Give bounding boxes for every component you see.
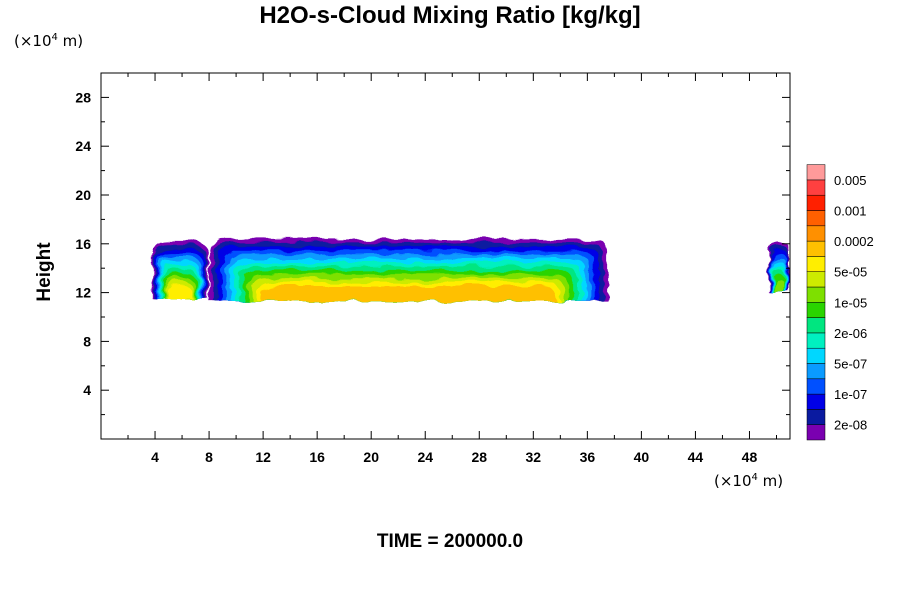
colorbar-label: 5e-05 — [834, 265, 867, 280]
colorbar-label: 0.005 — [834, 173, 867, 188]
x-tick-label: 40 — [634, 449, 650, 465]
x-tick-label: 4 — [151, 449, 159, 465]
colorbar-swatch — [806, 424, 826, 441]
x-tick-label: 36 — [580, 449, 596, 465]
y-axis: 4 8 12 16 20 24 28 — [75, 89, 790, 416]
y-tick-label: 16 — [75, 236, 91, 252]
colorbar-swatch — [806, 409, 826, 425]
colorbar-swatch — [806, 347, 826, 364]
x-tick-label: 12 — [255, 449, 271, 465]
x-tick-label: 28 — [471, 449, 487, 465]
colorbar-swatch — [806, 271, 826, 288]
colorbar-swatch — [806, 317, 826, 334]
x-unit-prefix: (×10 — [714, 472, 752, 490]
cloud-band — [774, 279, 785, 293]
x-tick-label: 20 — [363, 449, 379, 465]
colorbar-swatch — [806, 393, 826, 410]
colorbar-swatch — [806, 164, 826, 181]
colorbar-swatch — [806, 179, 826, 196]
colorbar: 2e-08 1e-07 5e-07 2e-06 1e-05 5e-05 0.0002 0.00… — [806, 164, 874, 441]
colorbar-swatch — [806, 363, 826, 380]
colorbar-label: 0.0002 — [834, 234, 874, 249]
x-unit-suffix: m) — [757, 472, 784, 490]
y-tick-label: 8 — [83, 333, 91, 349]
colorbar-label: 0.001 — [834, 204, 867, 219]
colorbar-swatch — [806, 210, 826, 227]
colorbar-label: 2e-08 — [834, 418, 867, 433]
colorbar-swatch — [806, 286, 826, 303]
x-tick-label: 32 — [526, 449, 542, 465]
x-tick-label: 16 — [309, 449, 325, 465]
y-tick-label: 20 — [75, 187, 91, 203]
colorbar-swatch — [806, 378, 826, 395]
colorbar-label: 5e-07 — [834, 357, 867, 372]
y-tick-label: 24 — [75, 138, 91, 154]
y-tick-label: 28 — [75, 89, 91, 105]
cloud-layer — [152, 238, 790, 302]
colorbar-swatch — [806, 194, 826, 211]
x-axis: 4 8 12 16 20 24 28 32 36 40 44 48 — [127, 73, 777, 465]
y-unit-prefix: (×10 — [14, 32, 52, 50]
colorbar-swatch — [806, 240, 826, 257]
colorbar-label: 1e-05 — [834, 295, 867, 310]
colorbar-label: 2e-06 — [834, 326, 867, 341]
y-tick-label: 4 — [83, 382, 91, 398]
chart-title: H2O-s-Cloud Mixing Ratio [kg/kg] — [259, 2, 641, 29]
x-tick-label: 44 — [688, 449, 704, 465]
time-label: TIME = 200000.0 — [376, 531, 524, 552]
colorbar-swatch — [806, 302, 826, 318]
x-tick-label: 48 — [742, 449, 758, 465]
y-unit-exponent: 4 — [51, 32, 58, 43]
cloud-band — [260, 286, 556, 302]
x-axis-unit: (×104 m) — [714, 472, 783, 490]
x-tick-label: 24 — [417, 449, 433, 465]
colorbar-label: 1e-07 — [834, 387, 867, 402]
x-unit-exponent: 4 — [751, 472, 758, 483]
plot-frame — [100, 72, 791, 440]
y-axis-unit: (×104 m) — [14, 32, 83, 50]
colorbar-swatch — [806, 225, 826, 242]
y-tick-label: 12 — [75, 285, 91, 301]
cloud-band — [167, 284, 193, 299]
colorbar-swatch — [806, 256, 826, 272]
y-unit-suffix: m) — [57, 32, 84, 50]
x-tick-label: 8 — [205, 449, 213, 465]
colorbar-swatch — [806, 332, 826, 349]
